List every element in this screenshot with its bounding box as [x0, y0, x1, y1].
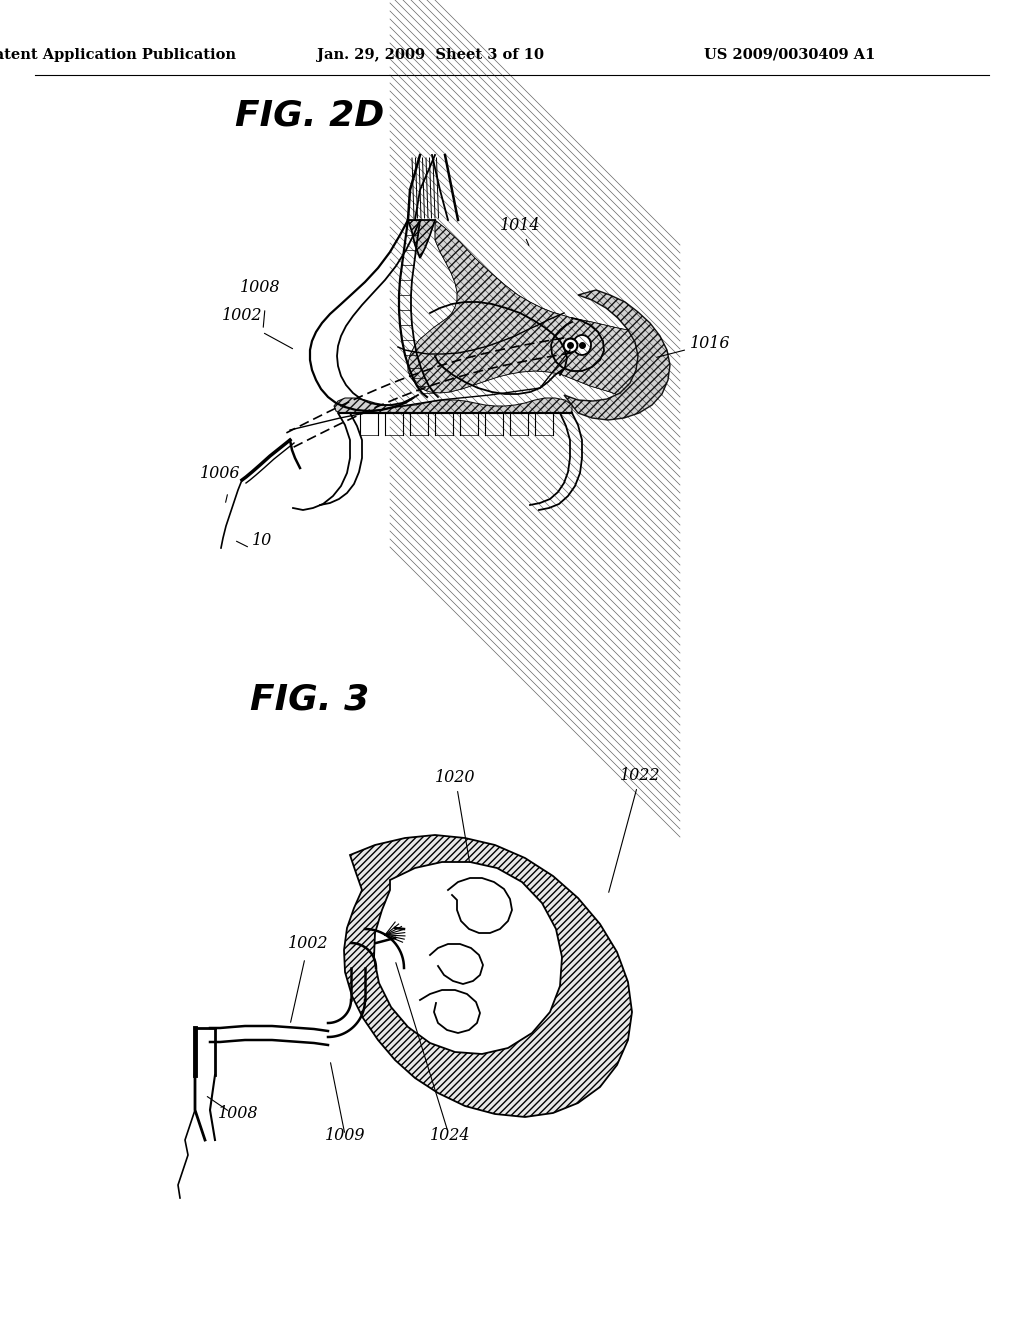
Text: FIG. 3: FIG. 3	[251, 682, 370, 717]
Polygon shape	[374, 862, 562, 1053]
Text: Jan. 29, 2009  Sheet 3 of 10: Jan. 29, 2009 Sheet 3 of 10	[316, 48, 544, 62]
Polygon shape	[408, 220, 435, 257]
Text: 1020: 1020	[435, 770, 475, 862]
Text: 1008: 1008	[240, 279, 281, 296]
Text: US 2009/0030409 A1: US 2009/0030409 A1	[705, 48, 876, 62]
Polygon shape	[408, 220, 654, 395]
Text: 1016: 1016	[656, 335, 730, 358]
Ellipse shape	[573, 335, 591, 355]
Polygon shape	[344, 836, 632, 1117]
Text: 10: 10	[252, 532, 272, 549]
Text: FIG. 2D: FIG. 2D	[236, 98, 385, 132]
Text: 1022: 1022	[608, 767, 660, 892]
Text: 1002: 1002	[222, 308, 262, 323]
Text: Patent Application Publication: Patent Application Publication	[0, 48, 236, 62]
Text: 1014: 1014	[500, 216, 541, 246]
Text: 1024: 1024	[430, 1127, 470, 1144]
Polygon shape	[334, 399, 572, 413]
Text: 1009: 1009	[325, 1127, 366, 1144]
Polygon shape	[564, 290, 670, 420]
Text: 1008: 1008	[218, 1105, 258, 1122]
Text: 1002: 1002	[288, 935, 329, 952]
Text: 1006: 1006	[200, 465, 241, 482]
